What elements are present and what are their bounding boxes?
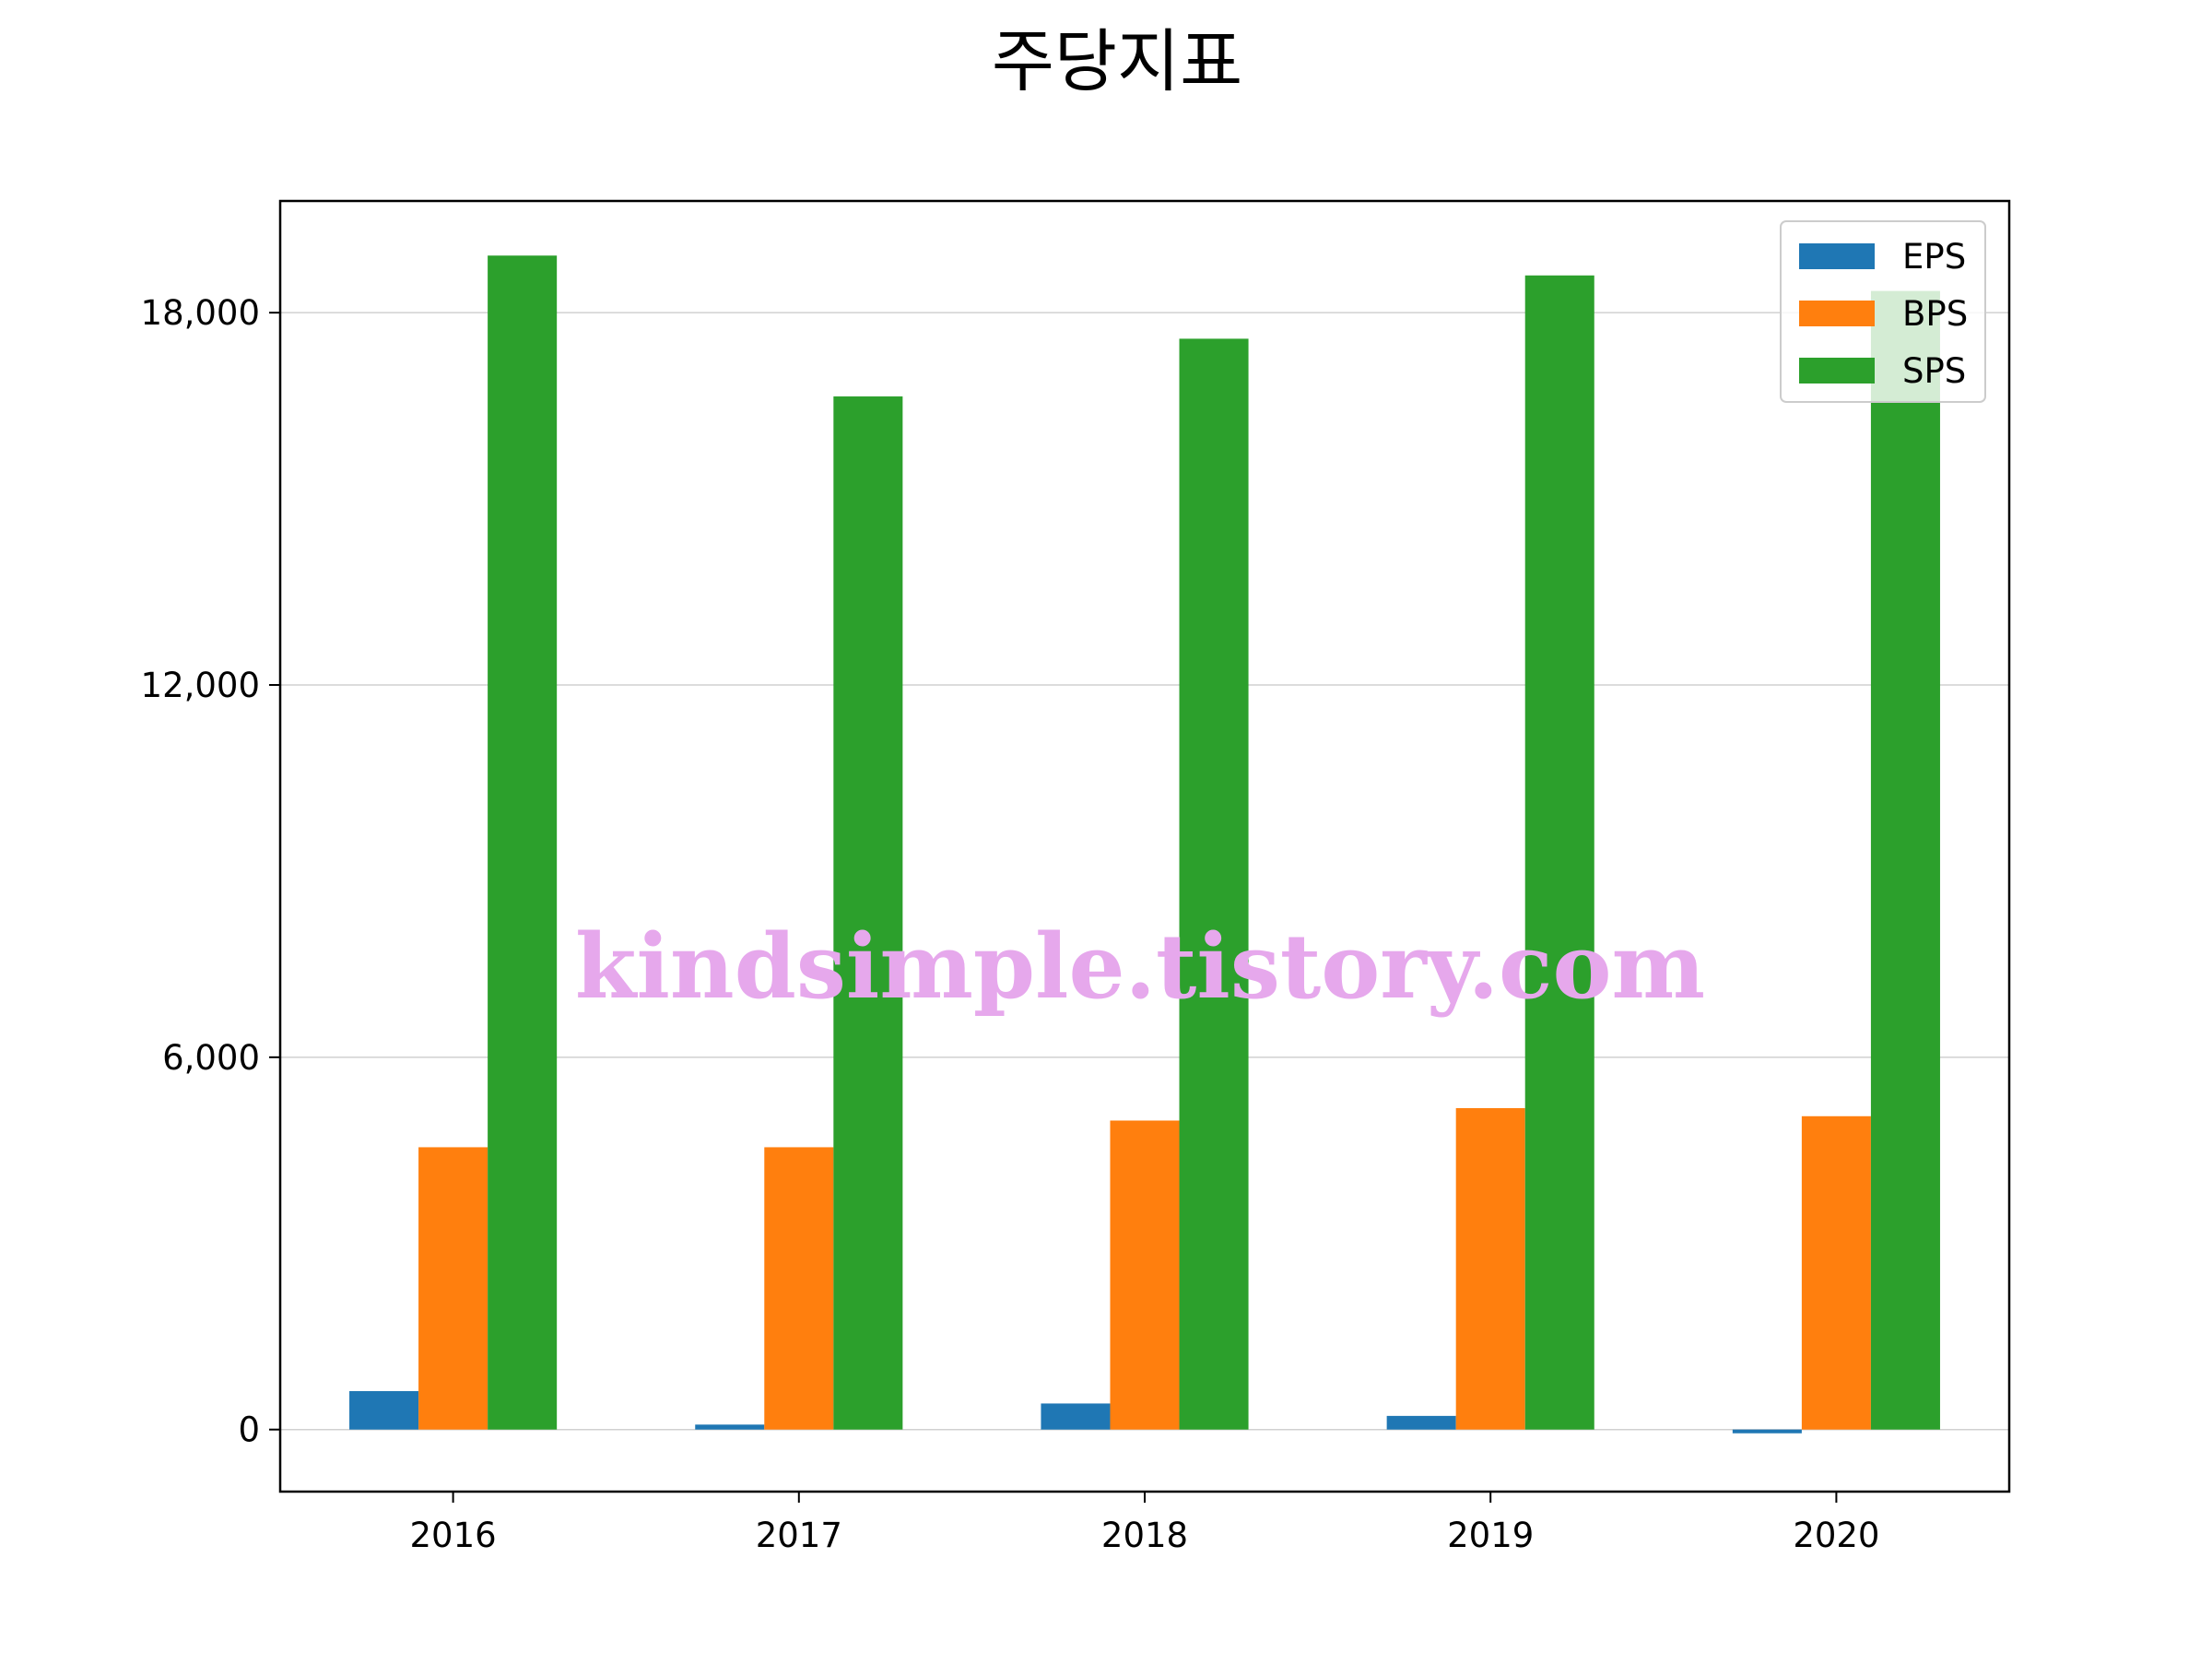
legend-swatch-eps: [1799, 243, 1875, 269]
bar-sps-2018: [1179, 338, 1249, 1430]
x-tick-label: 2020: [1793, 1516, 1879, 1555]
bars-layer: [349, 255, 1940, 1434]
x-tick-label: 2019: [1447, 1516, 1534, 1555]
bar-bps-2019: [1455, 1108, 1525, 1430]
bar-eps-2016: [349, 1390, 419, 1430]
bar-sps-2017: [833, 396, 903, 1430]
legend-swatch-sps: [1799, 358, 1875, 384]
bar-eps-2017: [695, 1424, 765, 1430]
bar-bps-2018: [1110, 1120, 1180, 1430]
legend-swatch-bps: [1799, 301, 1875, 326]
grid-layer: [280, 312, 2009, 1431]
y-tick-label: 0: [238, 1410, 260, 1450]
watermark-text: kindsimple.tistory.com: [575, 915, 1705, 1019]
bar-sps-2020: [1870, 290, 1940, 1430]
x-tick-label: 2017: [756, 1516, 842, 1555]
legend-label-sps: SPS: [1902, 351, 1966, 391]
x-tick-label: 2018: [1101, 1516, 1188, 1555]
y-tick-label: 6,000: [162, 1038, 260, 1078]
bar-bps-2016: [418, 1147, 488, 1430]
y-tick-label: 12,000: [141, 666, 260, 705]
bar-eps-2018: [1041, 1403, 1111, 1430]
legend: EPS BPS SPS: [1780, 220, 1986, 403]
bar-bps-2020: [1801, 1115, 1871, 1430]
bar-sps-2019: [1524, 275, 1594, 1430]
bar-eps-2020: [1732, 1429, 1802, 1434]
legend-label-bps: BPS: [1902, 294, 1968, 334]
x-tick-label: 2016: [410, 1516, 497, 1555]
chart-title: 주당지표: [992, 22, 1242, 101]
bar-sps-2016: [488, 255, 558, 1430]
ticks-layer: 0 6,000 12,000 18,000 2016 2017 2018 2019 2020: [141, 293, 1880, 1555]
bar-eps-2019: [1386, 1415, 1456, 1430]
legend-label-eps: EPS: [1902, 237, 1966, 277]
y-tick-label: 18,000: [141, 293, 260, 333]
bar-bps-2017: [764, 1147, 834, 1430]
